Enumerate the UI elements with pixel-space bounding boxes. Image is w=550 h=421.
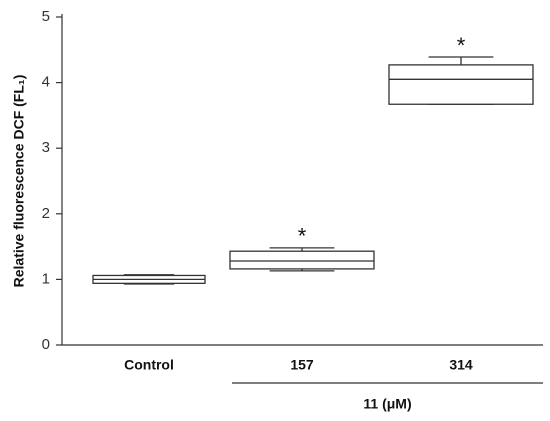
y-axis-label: Relative fluorescence DCF (FL₁) <box>11 75 27 288</box>
box <box>388 64 534 105</box>
x-tick-label: Control <box>124 357 174 373</box>
y-tick-label: 3 <box>42 139 50 156</box>
y-tick-label: 4 <box>42 74 50 91</box>
y-tick-label: 5 <box>42 8 50 25</box>
significance-marker: * <box>298 224 307 249</box>
y-tick-label: 0 <box>42 336 50 353</box>
group-label: 11 (μM) <box>363 396 411 412</box>
y-tick-label: 1 <box>42 270 50 287</box>
significance-marker: * <box>457 33 466 58</box>
x-tick-label: 157 <box>290 357 314 373</box>
box <box>229 250 375 270</box>
y-tick-label: 2 <box>42 205 50 222</box>
x-tick-label: 314 <box>449 357 473 373</box>
